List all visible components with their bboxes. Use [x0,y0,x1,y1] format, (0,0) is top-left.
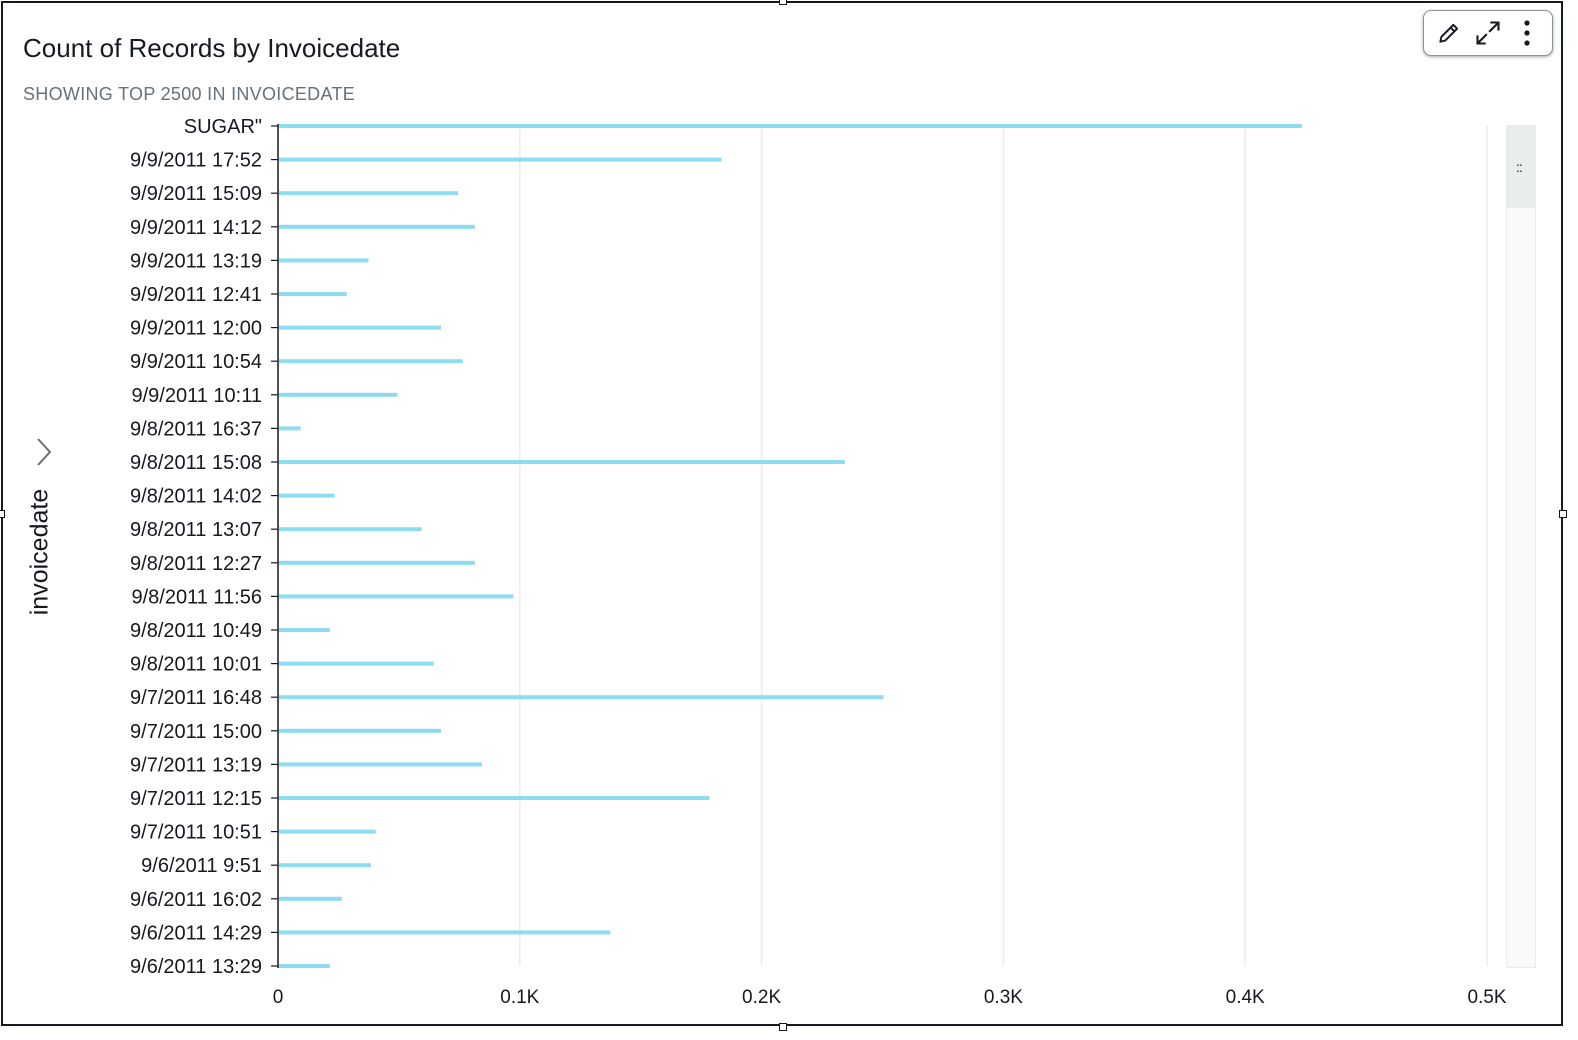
bar[interactable] [279,392,398,397]
y-tick-label: 9/8/2011 16:37 [130,418,262,440]
y-tick-label: 9/8/2011 15:08 [130,452,262,474]
x-tick-label: 0.3K [984,987,1023,1008]
bar[interactable] [279,829,376,834]
resize-handle-left[interactable] [0,510,5,518]
y-tick-label: 9/7/2011 16:48 [130,687,262,709]
expand-icon [1476,21,1500,45]
y-tick-label: 9/9/2011 12:00 [130,318,262,340]
y-tick-label: 9/9/2011 14:12 [130,217,262,239]
bar[interactable] [279,124,1302,128]
pencil-icon [1439,23,1459,43]
y-tick-label: 9/8/2011 10:01 [130,654,262,676]
bar[interactable] [279,964,330,968]
bar[interactable] [279,493,335,498]
bar[interactable] [279,728,442,733]
visual-title: Count of Records by Invoicedate [23,33,401,63]
bar[interactable] [279,292,347,296]
y-tick-label: 9/7/2011 15:00 [130,721,262,743]
y-tick-label: 9/8/2011 14:02 [130,486,262,508]
bar[interactable] [279,863,371,868]
y-tick-label: 9/9/2011 12:41 [130,284,262,306]
y-tick-label: 9/8/2011 11:56 [132,586,263,608]
y-tick-label: 9/6/2011 13:29 [130,956,262,978]
x-tick-label: 0.2K [742,987,781,1008]
y-tick-label: 9/8/2011 13:07 [130,519,262,541]
bar[interactable] [279,796,710,800]
bar[interactable] [279,762,483,767]
bar[interactable] [279,661,434,666]
bar[interactable] [279,426,301,431]
chevron-right-icon [37,438,52,466]
y-tick-label: 9/9/2011 10:11 [132,385,263,407]
x-tick-label: 0.1K [500,987,539,1008]
expand-button[interactable] [1471,16,1505,50]
y-tick-label: SUGAR" [184,116,262,138]
y-tick-label: 9/8/2011 10:49 [130,620,262,642]
y-tick-label: 9/6/2011 14:29 [130,922,262,944]
x-tick-label: 0 [273,987,284,1008]
x-tick-label: 0.4K [1226,987,1265,1008]
bar[interactable] [279,157,722,162]
bar[interactable] [279,594,514,599]
grip-icon: :: [1516,159,1523,175]
x-tick-label: 0.5K [1467,987,1506,1008]
y-tick-label: 9/8/2011 12:27 [130,553,262,575]
y-tick-label: 9/9/2011 15:09 [130,183,262,205]
y-tick-label: 9/6/2011 9:51 [141,855,262,877]
y-tick-label: 9/9/2011 17:52 [130,150,262,172]
resize-handle-top[interactable] [779,0,787,5]
bar[interactable] [279,460,845,464]
bar[interactable] [279,258,369,263]
resize-handle-right[interactable] [1559,510,1567,518]
visual-toolbar [1423,10,1553,56]
visual-container[interactable]: Count of Records by Invoicedate SHOWING … [1,1,1563,1026]
y-tick-label: 9/7/2011 12:15 [130,788,262,810]
bar[interactable] [279,930,611,935]
y-tick-label: 9/7/2011 13:19 [130,754,262,776]
y-tick-label: 9/9/2011 13:19 [130,250,262,272]
resize-handle-bottom[interactable] [779,1023,787,1031]
bar[interactable] [279,191,458,196]
y-tick-label: 9/7/2011 10:51 [130,822,262,844]
bar[interactable] [279,527,422,532]
y-tick-label: 9/6/2011 16:02 [130,889,262,911]
axis-expand-button[interactable] [32,436,56,468]
bar[interactable] [279,560,475,565]
scrollbar-thumb[interactable]: :: [1507,126,1535,208]
visual-subtitle: SHOWING TOP 2500 IN INVOICEDATE [23,84,356,104]
bar[interactable] [279,359,463,364]
bar[interactable] [279,896,342,901]
more-vertical-icon [1524,20,1530,46]
bar[interactable] [279,695,884,700]
bar[interactable] [279,224,475,229]
y-tick-label: 9/9/2011 10:54 [130,351,262,373]
bar[interactable] [279,628,330,632]
more-options-button[interactable] [1510,16,1544,50]
bar[interactable] [279,325,442,330]
chart-scrollbar[interactable]: :: [1506,125,1536,968]
edit-button[interactable] [1432,16,1466,50]
